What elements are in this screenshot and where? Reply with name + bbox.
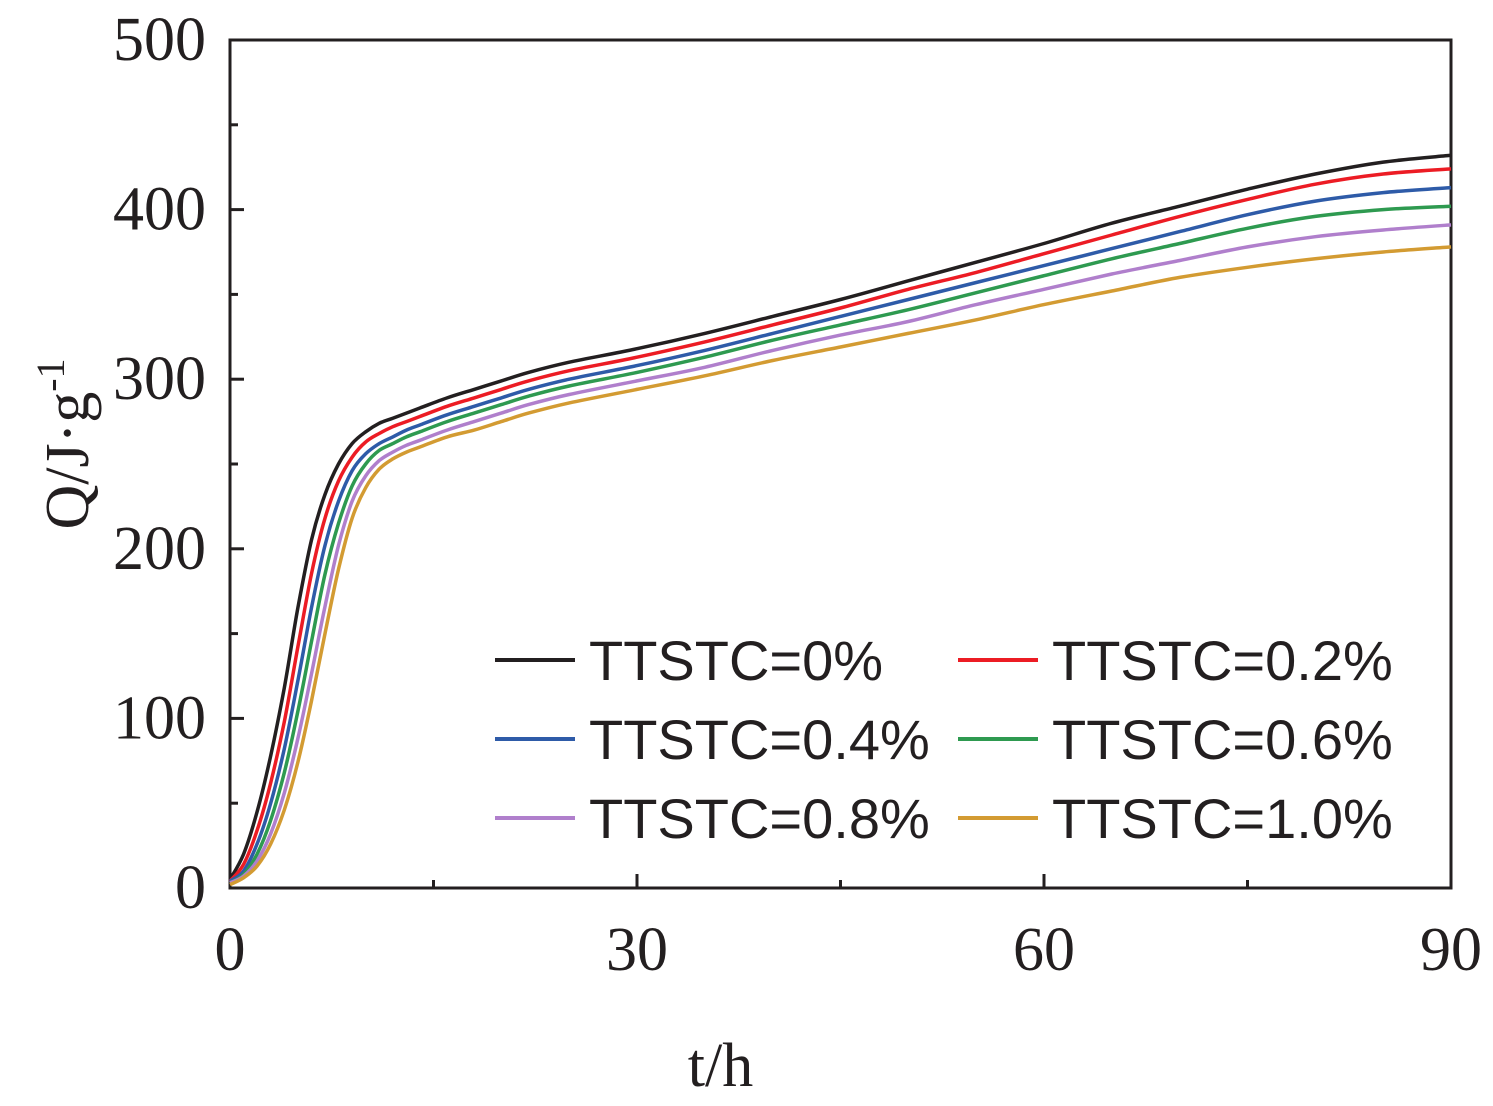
legend-label-5: TTSTC=1.0% <box>1052 787 1393 850</box>
series-line-5 <box>229 245 1452 887</box>
series-line-4 <box>229 223 1452 885</box>
y-tick-label: 400 <box>113 176 206 244</box>
y-tick-label: 200 <box>113 515 206 583</box>
legend-label-0: TTSTC=0% <box>589 629 883 692</box>
series-line-3 <box>229 204 1452 885</box>
y-tick-label: 500 <box>113 6 206 74</box>
legend: TTSTC=0% TTSTC=0.2% TTSTC=0.4% TTSTC=0.6% TT… <box>495 629 1393 850</box>
series-line-2 <box>228 185 1452 883</box>
series-line-0 <box>228 153 1452 881</box>
legend-label-1: TTSTC=0.2% <box>1052 629 1393 692</box>
y-axis-label-superscript: -1 <box>28 358 73 391</box>
y-tick-label: 0 <box>175 854 206 922</box>
x-tick-label: 90 <box>1420 916 1482 984</box>
y-tick-label: 100 <box>113 684 206 752</box>
y-axis-label: Q/J·g-1 <box>28 358 102 529</box>
legend-label-2: TTSTC=0.4% <box>589 708 930 771</box>
axes: 0 30 60 90 0 100 200 300 400 500 t/h Q/J·g-1 <box>28 6 1482 1100</box>
y-tick-label: 300 <box>113 345 206 413</box>
x-tick-label: 0 <box>215 916 246 984</box>
series-line-1 <box>228 167 1452 883</box>
x-tick-label: 60 <box>1013 916 1075 984</box>
x-axis-label: t/h <box>688 1032 753 1100</box>
y-axis-label-main: Q/J·g <box>34 392 102 530</box>
legend-label-3: TTSTC=0.6% <box>1052 708 1393 771</box>
series-group <box>228 153 1452 887</box>
x-tick-label: 30 <box>606 916 668 984</box>
legend-label-4: TTSTC=0.8% <box>589 787 930 850</box>
